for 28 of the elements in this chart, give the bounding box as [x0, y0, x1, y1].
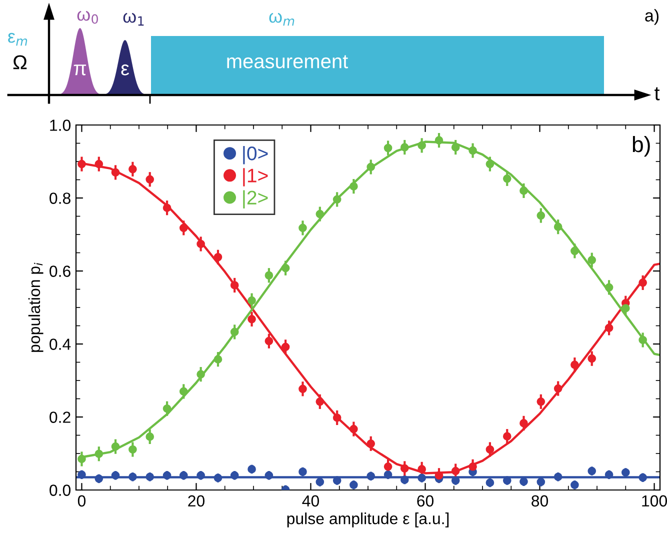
- x-tick-label: 100: [642, 495, 667, 507]
- x-tick-label: 80: [532, 495, 548, 507]
- y-tick-label: 1.0: [50, 120, 71, 131]
- text: t: [654, 87, 660, 100]
- x-axis-title: pulse amplitude ε [a.u.]: [287, 512, 449, 528]
- text: Ω: [13, 55, 27, 70]
- legend-label: |2>: [243, 190, 268, 208]
- x-tick-label: 40: [302, 495, 320, 507]
- legend-label: |1>: [243, 168, 268, 186]
- text: ω$_{1}$: [123, 12, 144, 26]
- y-axis-title: population p$_{i}$: [28, 262, 44, 352]
- y-tick-label: 0.6: [50, 266, 70, 277]
- x-tick-label: 0: [78, 495, 86, 507]
- y-tick-label: 0.0: [50, 484, 71, 496]
- text: ω$_{0}$: [77, 10, 98, 24]
- text: π: [74, 64, 86, 76]
- x-tick-label: 20: [188, 495, 204, 507]
- x-tick-label: 60: [417, 495, 434, 507]
- text: ω$_{m}$: [269, 12, 294, 26]
- text: a): [645, 9, 659, 25]
- annotation: b): [632, 136, 650, 157]
- legend-label: |0>: [243, 146, 268, 164]
- y-tick-label: 0.2: [50, 412, 70, 423]
- text: ε: [121, 64, 130, 76]
- y-tick-label: 0.8: [50, 192, 70, 204]
- text: measurement: [227, 55, 348, 68]
- text: ε$_{m}$: [8, 32, 28, 46]
- y-tick-label: 0.4: [50, 338, 71, 350]
